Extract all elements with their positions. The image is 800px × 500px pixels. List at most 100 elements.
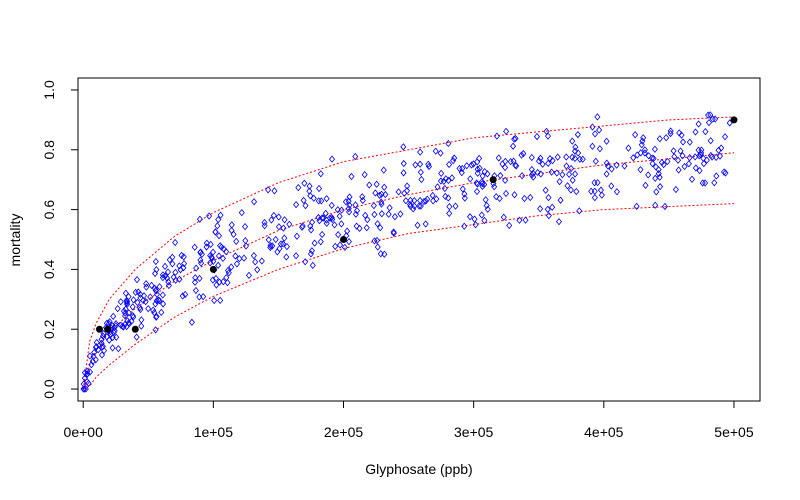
simulated-point xyxy=(376,191,383,199)
simulated-point xyxy=(425,160,432,168)
simulated-point xyxy=(545,212,552,220)
simulated-point xyxy=(93,343,100,351)
simulated-point xyxy=(215,261,222,269)
simulated-point xyxy=(286,220,293,228)
simulated-point xyxy=(417,196,424,205)
simulated-point xyxy=(542,186,549,194)
simulated-point xyxy=(182,290,189,299)
simulated-point xyxy=(220,245,227,253)
simulated-point xyxy=(537,154,544,162)
simulated-point xyxy=(293,252,300,260)
simulated-point xyxy=(258,257,265,265)
simulated-point xyxy=(718,144,725,152)
simulated-point xyxy=(345,204,352,213)
simulated-point xyxy=(217,296,224,305)
lower-band-curve xyxy=(82,203,735,390)
observed-point xyxy=(131,325,139,333)
y-axis-label: mortality xyxy=(7,214,23,267)
simulated-point xyxy=(352,201,359,209)
simulated-point xyxy=(100,346,108,355)
simulated-point xyxy=(658,158,665,167)
simulated-point xyxy=(553,169,560,177)
simulated-point xyxy=(716,152,724,160)
simulated-point xyxy=(112,320,119,328)
simulated-point xyxy=(270,211,277,220)
y-tick-label: 0.8 xyxy=(41,140,57,160)
simulated-point xyxy=(106,336,113,344)
simulated-point xyxy=(223,248,230,256)
simulated-point xyxy=(461,190,468,198)
simulated-point xyxy=(82,385,89,393)
simulated-point xyxy=(213,281,220,289)
simulated-point xyxy=(637,149,644,157)
simulated-point xyxy=(147,293,154,301)
simulated-point xyxy=(214,222,221,230)
simulated-point xyxy=(316,184,323,193)
simulated-point xyxy=(122,309,129,317)
simulated-point xyxy=(265,186,272,194)
simulated-point xyxy=(679,152,686,160)
y-tick-label: 1.0 xyxy=(41,80,57,100)
simulated-point xyxy=(113,333,120,341)
simulated-point xyxy=(400,169,407,177)
simulated-point xyxy=(470,160,477,168)
simulated-point xyxy=(192,278,199,286)
simulated-point xyxy=(153,297,160,305)
simulated-point xyxy=(707,111,714,119)
x-tick-label: 2e+05 xyxy=(324,424,364,440)
simulated-point xyxy=(476,154,483,163)
simulated-point xyxy=(591,187,598,195)
simulated-point xyxy=(212,228,219,236)
simulated-point xyxy=(92,356,99,364)
simulated-point xyxy=(697,151,704,159)
simulated-point xyxy=(446,209,453,218)
simulated-point xyxy=(80,385,87,393)
simulated-point xyxy=(196,215,203,223)
simulated-point xyxy=(576,155,583,163)
plot-frame xyxy=(77,77,761,402)
simulated-point xyxy=(245,271,252,279)
simulated-point xyxy=(170,273,177,281)
simulated-point xyxy=(539,160,546,168)
simulated-point xyxy=(406,200,414,209)
simulated-point xyxy=(122,289,129,297)
simulated-point xyxy=(656,135,663,143)
simulated-point xyxy=(179,292,186,300)
simulated-point xyxy=(705,119,713,127)
simulated-point xyxy=(109,333,116,342)
simulated-point xyxy=(638,141,645,149)
simulated-point xyxy=(129,303,136,311)
simulated-point xyxy=(594,178,601,187)
simulated-point xyxy=(132,288,139,297)
simulated-point xyxy=(165,281,172,290)
simulated-point xyxy=(424,195,431,203)
simulated-point xyxy=(569,137,576,145)
simulated-point xyxy=(160,300,167,308)
simulated-point xyxy=(317,238,324,246)
simulated-point xyxy=(633,202,640,210)
simulated-point xyxy=(110,312,117,321)
simulated-point xyxy=(308,247,315,255)
simulated-point xyxy=(645,171,652,179)
x-tick-label: 0e+00 xyxy=(64,424,104,440)
simulated-point xyxy=(395,188,402,196)
simulated-point xyxy=(176,275,183,283)
simulated-point xyxy=(546,154,553,163)
simulated-point xyxy=(461,194,468,202)
simulated-point xyxy=(381,183,388,191)
simulated-point xyxy=(484,205,491,213)
simulated-point xyxy=(566,170,573,178)
simulated-point xyxy=(506,221,513,230)
simulated-point xyxy=(432,147,439,155)
simulated-point xyxy=(516,216,523,224)
simulated-point xyxy=(499,160,506,168)
simulated-point xyxy=(500,213,507,221)
simulated-point xyxy=(155,296,162,304)
simulated-point xyxy=(323,219,330,228)
simulated-point xyxy=(345,237,352,246)
simulated-point xyxy=(228,263,235,271)
simulated-point xyxy=(275,223,282,231)
simulated-point xyxy=(667,127,674,135)
simulated-point xyxy=(675,166,682,174)
